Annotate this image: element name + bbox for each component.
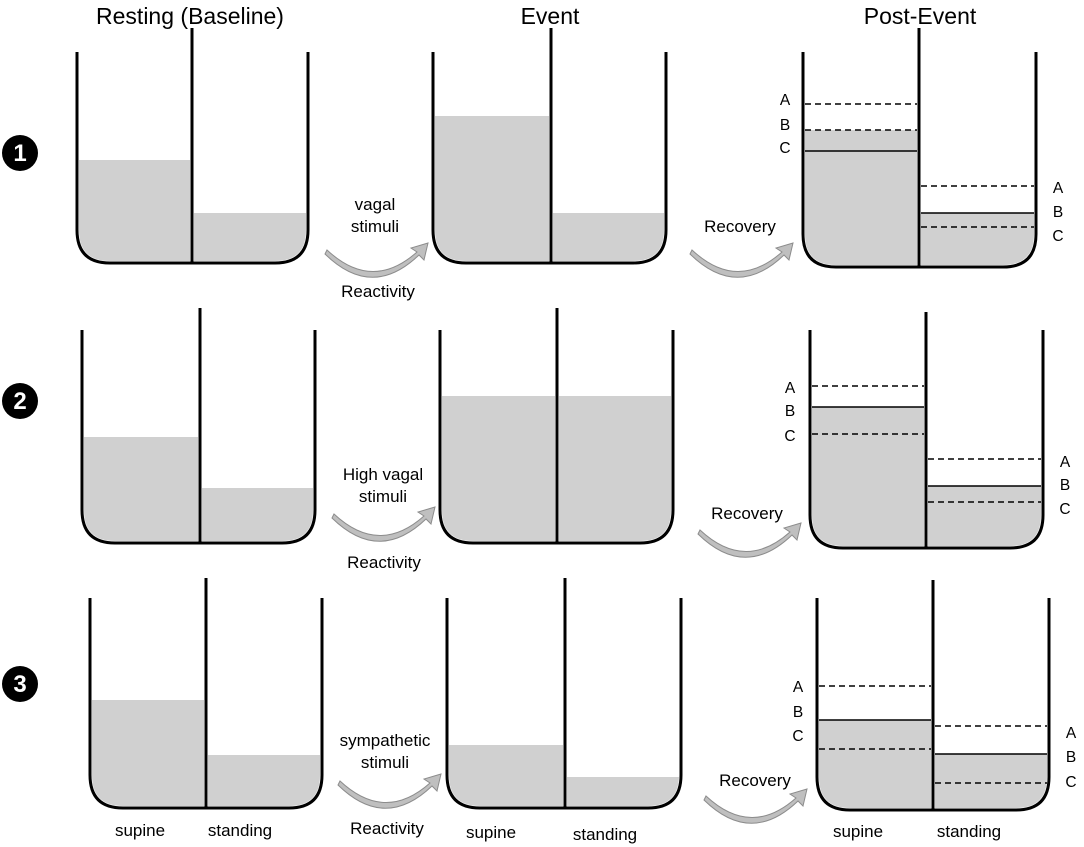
row-2-stimulus-line2: stimuli (359, 487, 407, 506)
row-1-number: 1 (13, 140, 26, 167)
row-1-post-event-beaker (801, 28, 1038, 269)
row-1-supine-label-b: B (780, 117, 790, 134)
row-1-reactivity-label: Reactivity (341, 282, 415, 301)
row-3-resting-beaker (88, 578, 324, 810)
row-3-stimulus-line2: stimuli (361, 753, 409, 772)
row-1-stimulus-line2: stimuli (351, 217, 399, 236)
row-3-recovery-arrow (703, 788, 808, 824)
row-3-recovery-label: Recovery (719, 771, 791, 790)
row-3-standing-label-b: B (1066, 749, 1076, 766)
row-2-badge: 2 (2, 383, 38, 419)
row-1-standing-label-a: A (1053, 180, 1064, 197)
row-2-reactivity-arrow (331, 506, 436, 542)
row-2-supine-label-c: C (784, 428, 795, 445)
row-3-supine-label-a: A (793, 679, 804, 696)
row-2-recovery-arrow (697, 522, 802, 558)
row-2-supine-label-b: B (785, 403, 795, 420)
row-3-stimulus-line1: sympathetic (340, 731, 431, 750)
row-2-standing-label-c: C (1059, 501, 1070, 518)
row-1-supine-label-a: A (780, 92, 791, 109)
row-3-supine-label-c: C (792, 728, 803, 745)
row-3-badge: 3 (2, 666, 38, 702)
row-3-supine-label-b: B (793, 704, 803, 721)
post-event-supine-label: supine (833, 822, 883, 841)
row-1-recovery-arrow (689, 242, 794, 278)
row-2-post-event-beaker (808, 312, 1045, 550)
row-2-standing-label-b: B (1060, 477, 1070, 494)
event-supine-label: supine (466, 823, 516, 842)
header-post-event: Post-Event (864, 3, 977, 29)
row-1-resting-beaker (75, 28, 310, 265)
row-2-reactivity-label: Reactivity (347, 553, 421, 572)
row-1-standing-label-c: C (1052, 228, 1063, 245)
row-2-event-beaker (438, 308, 675, 545)
row-3-reactivity-label: Reactivity (350, 819, 424, 838)
row-1-event-beaker (431, 28, 668, 265)
row-3-number: 3 (13, 671, 26, 698)
row-2-supine-label-a: A (785, 380, 796, 397)
header-resting: Resting (Baseline) (96, 3, 284, 29)
row-3-reactivity-arrow (337, 773, 442, 809)
row-3-post-event-beaker (815, 580, 1051, 812)
post-event-standing-label: standing (937, 822, 1001, 841)
header-event: Event (521, 3, 580, 29)
row-1-badge: 1 (2, 135, 38, 171)
event-standing-label: standing (573, 825, 637, 844)
row-2-number: 2 (13, 388, 26, 415)
row-2-recovery-label: Recovery (711, 504, 783, 523)
resting-supine-label: supine (115, 821, 165, 840)
row-1-recovery-label: Recovery (704, 217, 776, 236)
row-2-stimulus-line1: High vagal (343, 465, 423, 484)
row-2-standing-label-a: A (1060, 454, 1071, 471)
row-3-event-beaker (445, 578, 683, 810)
row-1-supine-label-c: C (779, 140, 790, 157)
row-3-standing-label-a: A (1066, 725, 1077, 742)
resting-standing-label: standing (208, 821, 272, 840)
row-1-standing-label-b: B (1053, 204, 1063, 221)
row-1-stimulus-line1: vagal (355, 195, 396, 214)
row-3-standing-label-c: C (1065, 774, 1076, 791)
row-2-resting-beaker (80, 308, 317, 545)
row-1-reactivity-arrow (324, 242, 429, 278)
